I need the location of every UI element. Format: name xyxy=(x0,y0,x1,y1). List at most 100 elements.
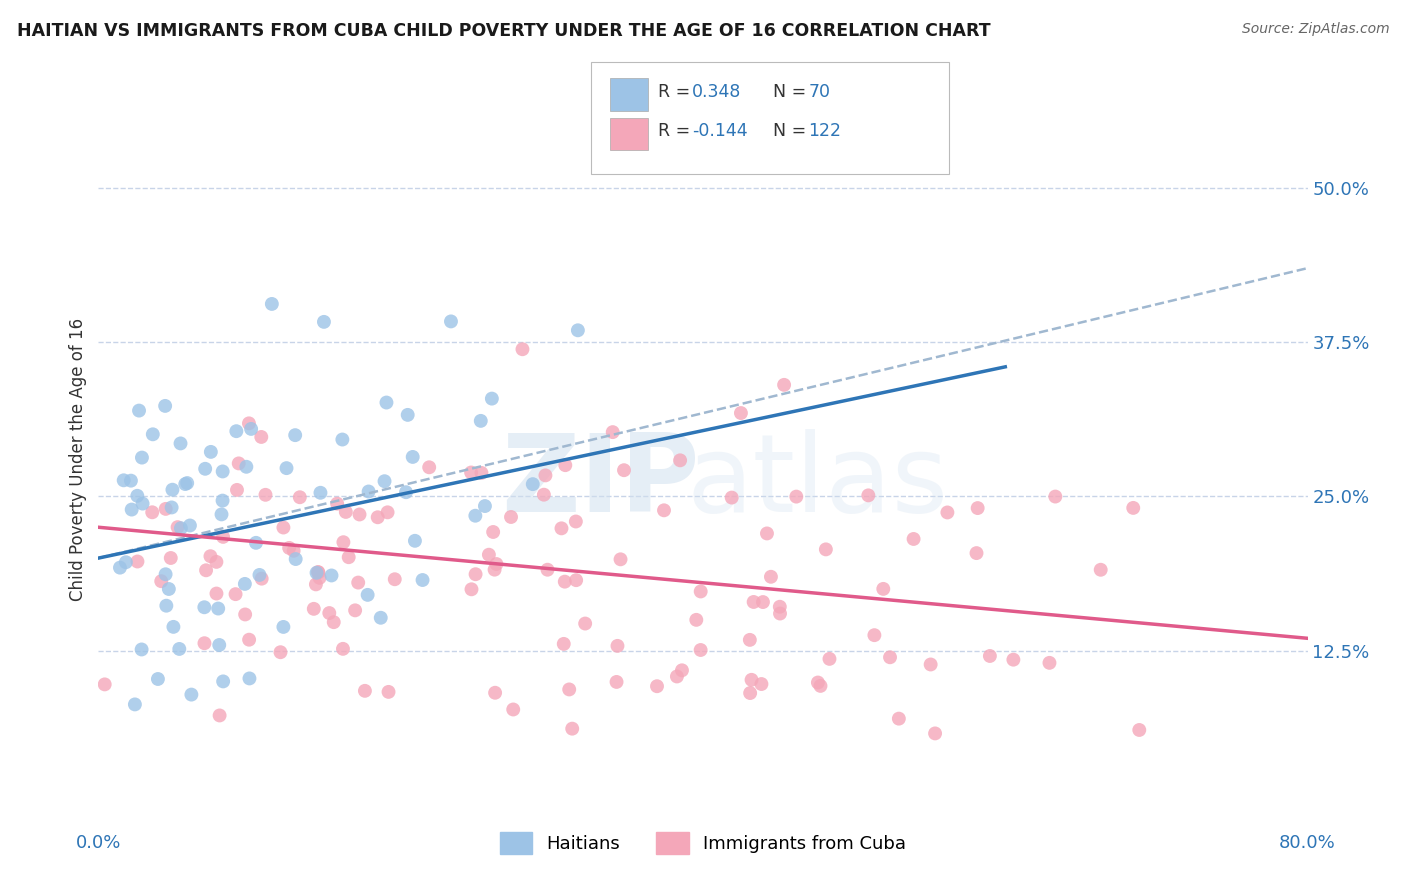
Point xyxy=(645,679,668,693)
Point xyxy=(354,683,377,698)
Point xyxy=(464,567,486,582)
Text: 70: 70 xyxy=(808,83,831,101)
Point xyxy=(536,563,558,577)
Point xyxy=(155,567,177,582)
Point xyxy=(142,427,165,442)
Point xyxy=(554,574,576,589)
Point xyxy=(558,682,581,697)
Point xyxy=(93,677,115,691)
Text: N =: N = xyxy=(773,122,813,140)
Point xyxy=(309,485,332,500)
Point xyxy=(326,497,349,511)
Point xyxy=(207,601,229,615)
Point xyxy=(924,726,946,740)
Text: HAITIAN VS IMMIGRANTS FROM CUBA CHILD POVERTY UNDER THE AGE OF 16 CORRELATION CH: HAITIAN VS IMMIGRANTS FROM CUBA CHILD PO… xyxy=(17,22,990,40)
Point xyxy=(284,428,307,442)
Point xyxy=(755,526,778,541)
Point xyxy=(460,582,482,597)
Point xyxy=(238,672,260,686)
Text: N =: N = xyxy=(773,83,813,101)
Point xyxy=(966,501,988,516)
Point xyxy=(418,460,440,475)
Point xyxy=(652,503,675,517)
Point xyxy=(669,453,692,467)
Point xyxy=(377,685,399,699)
Point xyxy=(858,488,880,502)
Point xyxy=(131,642,153,657)
Text: 0.348: 0.348 xyxy=(692,83,741,101)
Point xyxy=(225,587,247,601)
Point xyxy=(1128,723,1150,737)
Point xyxy=(120,474,142,488)
Point xyxy=(738,632,761,647)
Point xyxy=(157,582,180,596)
Text: ZIP: ZIP xyxy=(501,428,699,534)
Point xyxy=(402,450,425,464)
Point xyxy=(554,458,576,472)
Point xyxy=(565,515,588,529)
Point xyxy=(384,572,406,586)
Point xyxy=(332,641,354,656)
Point xyxy=(863,628,886,642)
Point xyxy=(474,499,496,513)
Point xyxy=(730,406,752,420)
Point xyxy=(115,555,138,569)
Point xyxy=(377,505,399,519)
Point xyxy=(373,474,395,488)
Point xyxy=(195,563,218,577)
Point xyxy=(752,595,775,609)
Point xyxy=(307,566,329,580)
Point xyxy=(903,532,925,546)
Point xyxy=(814,542,837,557)
Point xyxy=(250,430,273,444)
Point xyxy=(395,485,418,500)
Point xyxy=(773,377,796,392)
Point xyxy=(233,607,256,622)
Point xyxy=(127,489,149,503)
Point xyxy=(225,424,247,438)
Point xyxy=(534,468,557,483)
Point xyxy=(169,436,191,450)
Point xyxy=(470,414,492,428)
Point xyxy=(440,314,463,328)
Point xyxy=(751,677,773,691)
Point xyxy=(740,686,762,700)
Point xyxy=(879,650,901,665)
Point xyxy=(124,698,146,712)
Point xyxy=(121,502,143,516)
Point xyxy=(153,399,176,413)
Point xyxy=(370,611,392,625)
Point xyxy=(609,552,631,566)
Point xyxy=(332,433,354,447)
Point xyxy=(769,599,792,614)
Point xyxy=(347,575,370,590)
Point xyxy=(194,462,217,476)
Point xyxy=(273,520,295,534)
Point xyxy=(288,490,311,504)
Point xyxy=(1090,563,1112,577)
Y-axis label: Child Poverty Under the Age of 16: Child Poverty Under the Age of 16 xyxy=(69,318,87,601)
Point xyxy=(464,508,486,523)
Point xyxy=(160,500,183,515)
Text: atlas: atlas xyxy=(688,428,949,534)
Text: 122: 122 xyxy=(808,122,841,140)
Point xyxy=(240,422,263,436)
Point xyxy=(349,508,371,522)
Point xyxy=(307,565,329,579)
Point xyxy=(337,550,360,565)
Point xyxy=(979,648,1001,663)
Point xyxy=(193,636,215,650)
Point xyxy=(396,408,419,422)
Point xyxy=(176,476,198,491)
Point xyxy=(966,546,988,560)
Point xyxy=(302,602,325,616)
Point xyxy=(478,548,501,562)
Point xyxy=(1045,490,1067,504)
Point xyxy=(166,520,188,534)
Point xyxy=(212,674,235,689)
Point xyxy=(269,645,291,659)
Point xyxy=(205,555,228,569)
Point xyxy=(278,541,301,555)
Point xyxy=(228,457,250,471)
Point xyxy=(308,571,330,585)
